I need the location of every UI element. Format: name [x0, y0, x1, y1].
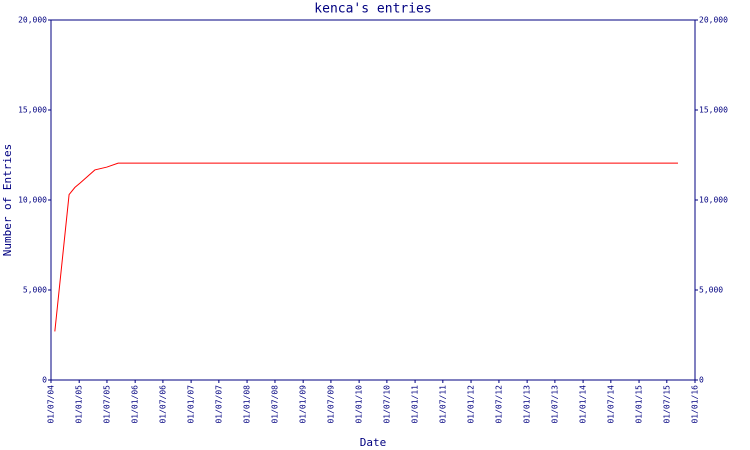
x-tick-label: 01/01/09 — [299, 385, 308, 424]
x-tick-label: 01/07/11 — [438, 385, 447, 424]
y-tick-label: 20,000 — [18, 16, 47, 25]
y-tick-label: 15,000 — [18, 106, 47, 115]
x-tick-label: 01/07/15 — [662, 385, 671, 424]
x-tick-label: 01/07/14 — [606, 385, 615, 424]
x-tick-label: 01/07/12 — [494, 385, 503, 424]
x-tick-label: 01/01/06 — [131, 385, 140, 424]
x-tick-label: 01/07/10 — [382, 385, 391, 424]
x-tick-label: 01/01/12 — [467, 385, 476, 424]
y2-tick-label: 0 — [699, 376, 704, 385]
y2-tick-label: 20,000 — [699, 16, 728, 25]
y2-tick-label: 10,000 — [699, 196, 728, 205]
y2-tick-label: 15,000 — [699, 106, 728, 115]
x-tick-label: 01/01/11 — [411, 385, 420, 424]
y-tick-label: 0 — [42, 376, 47, 385]
y2-tick-label: 5,000 — [699, 286, 723, 295]
x-tick-label: 01/07/09 — [326, 385, 335, 424]
x-tick-label: 01/07/06 — [158, 385, 167, 424]
x-tick-label: 01/01/08 — [243, 385, 252, 424]
x-axis-label: Date — [360, 436, 387, 449]
x-tick-label: 01/07/05 — [102, 385, 111, 424]
x-tick-label: 01/07/13 — [550, 385, 559, 424]
x-tick-label: 01/07/04 — [47, 385, 56, 424]
x-tick-label: 01/07/08 — [270, 385, 279, 424]
x-tick-label: 01/07/07 — [214, 385, 223, 424]
x-tick-label: 01/01/16 — [691, 385, 700, 424]
y-tick-label: 10,000 — [18, 196, 47, 205]
chart-title: kenca's entries — [314, 2, 431, 17]
y-axis-label: Number of Entries — [1, 144, 14, 257]
x-tick-label: 01/01/07 — [187, 385, 196, 424]
x-tick-label: 01/01/14 — [579, 385, 588, 424]
x-tick-label: 01/01/05 — [75, 385, 84, 424]
y-tick-label: 5,000 — [23, 286, 47, 295]
x-tick-label: 01/01/13 — [523, 385, 532, 424]
x-tick-label: 01/01/10 — [355, 385, 364, 424]
x-tick-label: 01/01/15 — [635, 385, 644, 424]
data-line — [54, 162, 678, 332]
